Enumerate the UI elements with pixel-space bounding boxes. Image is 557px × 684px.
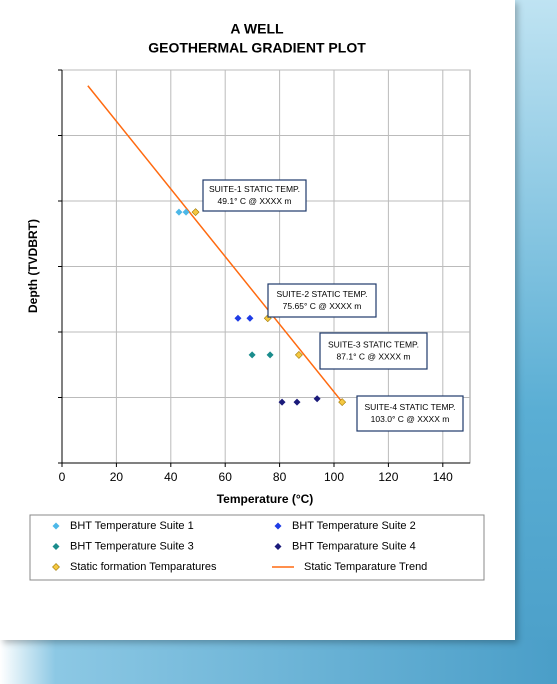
y-axis-label: Depth (TVDBRT) <box>26 219 40 313</box>
annotation-box <box>202 179 307 212</box>
point <box>182 208 190 216</box>
legend-swatch <box>52 543 60 550</box>
shadow <box>515 0 557 684</box>
legend-label: BHT Temperature Suite 2 <box>292 520 416 532</box>
x-tick-label: 20 <box>110 470 124 484</box>
annotation-box <box>267 283 377 318</box>
x-tick-label: 140 <box>433 470 453 484</box>
point <box>293 398 301 406</box>
legend <box>29 514 485 581</box>
chart-title: A WELL <box>230 21 284 37</box>
x-tick-label: 80 <box>273 470 287 484</box>
annotation-text: SUITE-4 STATIC TEMP. <box>365 402 456 412</box>
trend-line <box>87 85 343 403</box>
point <box>246 314 254 322</box>
x-tick-label: 40 <box>164 470 178 484</box>
annotation-text: SUITE-2 STATIC TEMP. <box>277 289 368 299</box>
legend-label: Static formation Temparatures <box>70 561 217 573</box>
annotation-box <box>319 332 428 370</box>
annotation-text: 87.1° C @ XXXX m <box>337 351 411 361</box>
point <box>266 351 274 359</box>
point <box>338 398 347 407</box>
annotation-text: 49.1° C @ XXXX m <box>218 196 292 206</box>
chart-title: GEOTHERMAL GRADIENT PLOT <box>148 40 366 56</box>
point <box>294 351 303 359</box>
point <box>175 208 183 216</box>
x-tick-label: 100 <box>324 470 344 484</box>
point <box>191 208 200 217</box>
chart: A WELL GEOTHERMAL GRADIENT PLOT Temperat… <box>26 21 485 581</box>
x-tick-label: 120 <box>378 470 398 484</box>
annotation-box <box>356 395 464 432</box>
legend-label: BHT Temperature Suite 3 <box>70 540 194 552</box>
x-axis-label: Temperature (°C) <box>217 492 314 506</box>
x-tick-label: 0 <box>59 470 66 484</box>
point <box>248 351 256 359</box>
x-tick-label: 60 <box>219 470 233 484</box>
annotation-text: SUITE-1 STATIC TEMP. <box>209 184 300 194</box>
legend-label: BHT Temperature Suite 1 <box>70 520 194 532</box>
annotation-text: SUITE-3 STATIC TEMP. <box>328 339 419 349</box>
annotation-text: 103.0° C @ XXXX m <box>371 414 450 424</box>
point <box>278 398 286 406</box>
annotation-text: 75.65° C @ XXXX m <box>283 301 362 311</box>
legend-swatch <box>52 522 60 530</box>
legend-label: BHT Temparature Suite 4 <box>292 540 416 552</box>
legend-label: Static Temparature Trend <box>304 561 427 573</box>
shadow <box>0 640 557 684</box>
point <box>234 314 242 322</box>
point <box>313 395 321 403</box>
legend-swatch <box>274 522 282 530</box>
legend-swatch <box>274 543 282 550</box>
legend-swatch <box>52 563 60 571</box>
